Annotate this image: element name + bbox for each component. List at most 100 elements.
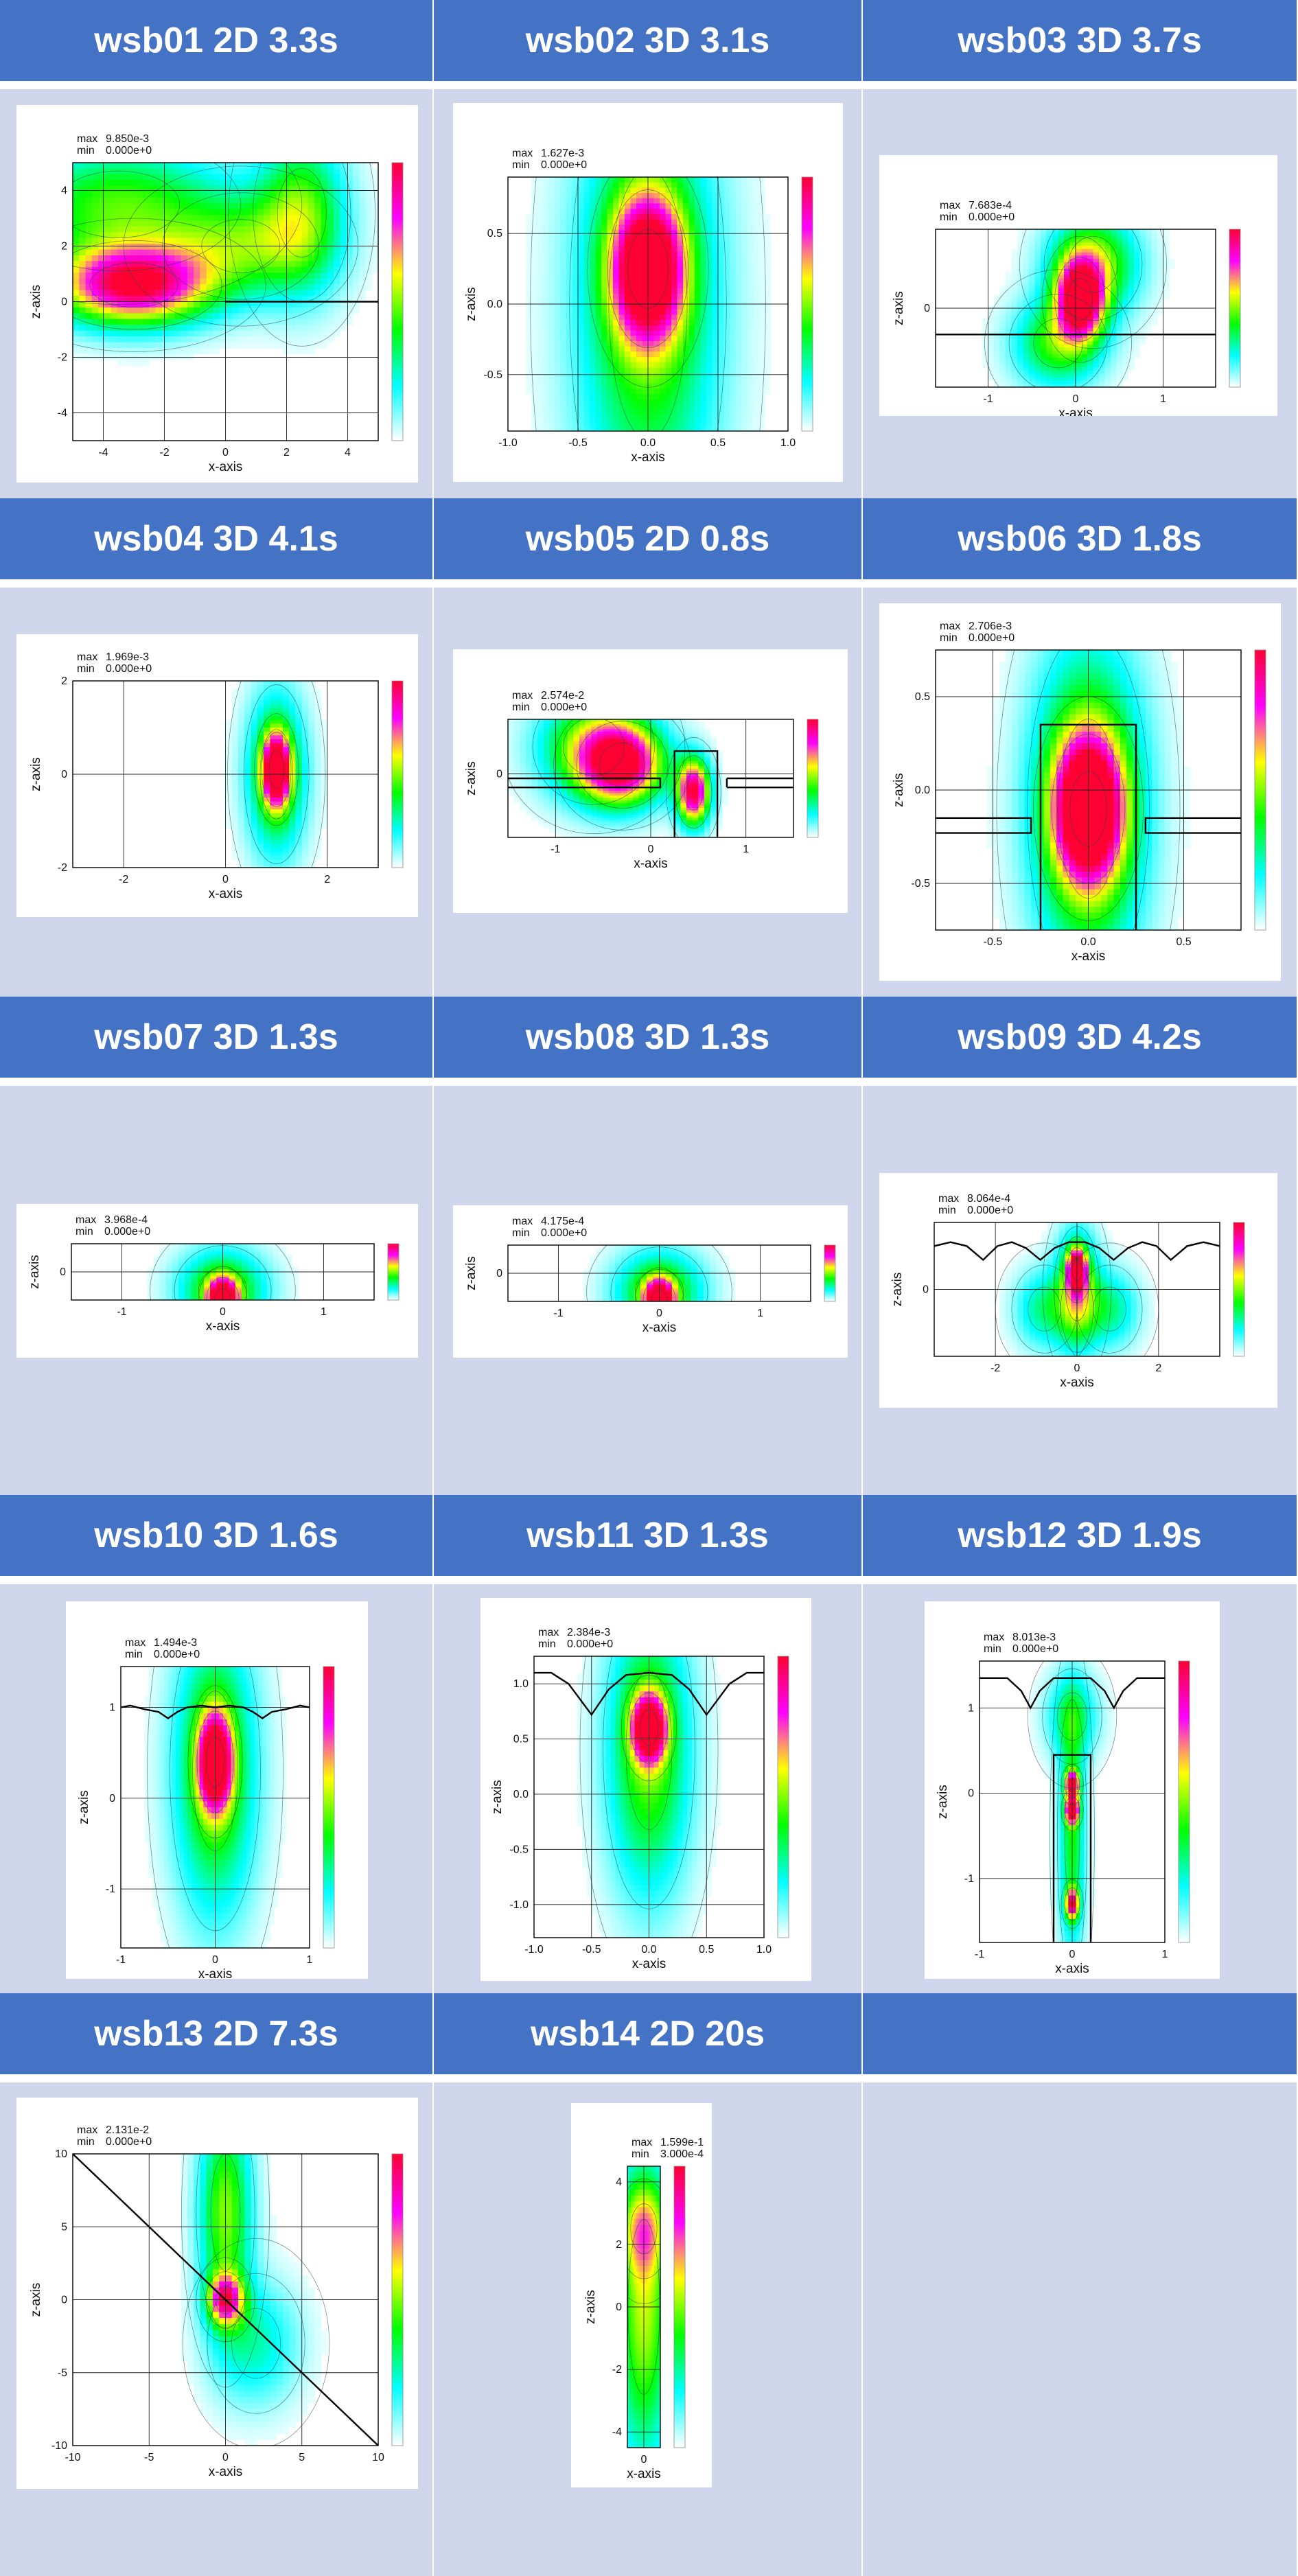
heatmap-cell (1134, 262, 1140, 266)
heatmap-cell (747, 399, 754, 405)
heatmap-cell (718, 198, 724, 204)
heatmap-cell (741, 410, 747, 415)
heatmap-cell (1128, 233, 1135, 236)
heatmap-cell (238, 343, 245, 349)
heatmap-cell (1087, 354, 1093, 358)
heatmap-cell (143, 163, 150, 169)
heatmap-cell (1117, 374, 1123, 378)
heatmap-cell (1058, 229, 1065, 233)
heatmap-cell (625, 421, 631, 426)
heatmap-cell (578, 314, 584, 320)
heatmap-cell (251, 319, 258, 325)
heatmap-cell (543, 262, 549, 267)
heatmap-cell (671, 187, 677, 193)
heatmap-cell (207, 343, 213, 349)
heatmap-cell (578, 368, 584, 373)
heatmap-cell (994, 371, 1000, 374)
heatmap-cell (270, 203, 277, 209)
heatmap-cell (327, 198, 334, 204)
heatmap-cell (706, 257, 712, 262)
heatmap-cell (736, 246, 742, 251)
heatmap-cell (353, 279, 360, 285)
heatmap-cell (531, 362, 537, 368)
heatmap-cell (181, 209, 188, 216)
heatmap-cell (648, 410, 654, 415)
heatmap-cell (683, 410, 689, 415)
heatmap-cell (1052, 262, 1058, 266)
heatmap-cell (677, 177, 684, 183)
x-tick-label: -1 (983, 393, 993, 405)
heatmap-cell (104, 308, 111, 314)
heatmap-cell (625, 336, 631, 341)
heatmap-cell (636, 272, 642, 278)
heatmap-cell (613, 347, 619, 352)
heatmap-cell (566, 230, 572, 235)
heatmap-cell (143, 331, 150, 337)
heatmap-cell (137, 290, 143, 297)
heatmap-cell (1146, 279, 1152, 282)
heatmap-cell (1076, 229, 1082, 233)
heatmap-cell (1041, 242, 1047, 246)
heatmap-cell (92, 279, 99, 285)
heatmap-cell (765, 220, 771, 225)
heatmap-cell (671, 415, 677, 421)
heatmap-cell (73, 302, 80, 308)
heatmap-cell (111, 308, 118, 314)
heatmap-cell (636, 204, 642, 209)
heatmap-cell (759, 378, 765, 384)
heatmap-cell (1058, 236, 1065, 240)
heatmap-cell (1140, 341, 1146, 345)
heatmap-cell (561, 198, 567, 204)
heatmap-cell (759, 341, 765, 347)
heatmap-cell (168, 198, 175, 204)
heatmap-cell (1052, 259, 1058, 262)
heatmap-cell (572, 357, 579, 362)
heatmap-cell (596, 314, 602, 320)
heatmap-cell (537, 177, 544, 183)
heatmap-cell (578, 351, 584, 357)
heatmap-cell (706, 272, 712, 278)
heatmap-cell (994, 325, 1000, 328)
heatmap-cell (1006, 348, 1012, 351)
heatmap-cell (543, 299, 549, 304)
heatmap-cell (607, 421, 614, 426)
heatmap-cell (1105, 361, 1111, 364)
heatmap-cell (578, 341, 584, 347)
heatmap-cell (584, 399, 590, 405)
heatmap-cell (308, 279, 315, 285)
heatmap-cell (117, 244, 124, 250)
heatmap-cell (1029, 255, 1035, 259)
heatmap-cell (1017, 282, 1023, 286)
heatmap-cell (194, 313, 200, 319)
heatmap-cell (1152, 315, 1158, 318)
heatmap-cell (353, 203, 360, 209)
heatmap-cell (1111, 378, 1117, 381)
heatmap-cell (1000, 301, 1006, 305)
heatmap-cell (1047, 312, 1053, 315)
heatmap-cell (1029, 288, 1035, 292)
heatmap-cell (648, 246, 654, 251)
heatmap-cell (677, 220, 684, 225)
heatmap-cell (526, 224, 532, 230)
heatmap-cell (1146, 272, 1152, 275)
heatmap-cell (1029, 233, 1035, 236)
heatmap-cell (689, 320, 695, 325)
heatmap-cell (683, 204, 689, 209)
heatmap-cell (1099, 233, 1105, 236)
heatmap-cell (543, 187, 549, 193)
heatmap-cell (584, 336, 590, 341)
heatmap-cell (117, 227, 124, 233)
heatmap-cell (584, 325, 590, 331)
heatmap-cell (1093, 321, 1100, 325)
heatmap-cell (671, 347, 677, 352)
heatmap-cell (706, 341, 712, 347)
heatmap-cell (642, 177, 649, 183)
heatmap-cell (689, 384, 695, 389)
heatmap-cell (537, 251, 544, 257)
heatmap-cell (607, 410, 614, 415)
heatmap-cell (1111, 301, 1117, 305)
heatmap-cell (1087, 374, 1093, 378)
heatmap-cell (701, 288, 707, 294)
heatmap-cell (1117, 272, 1123, 275)
heatmap-cell (353, 168, 360, 174)
